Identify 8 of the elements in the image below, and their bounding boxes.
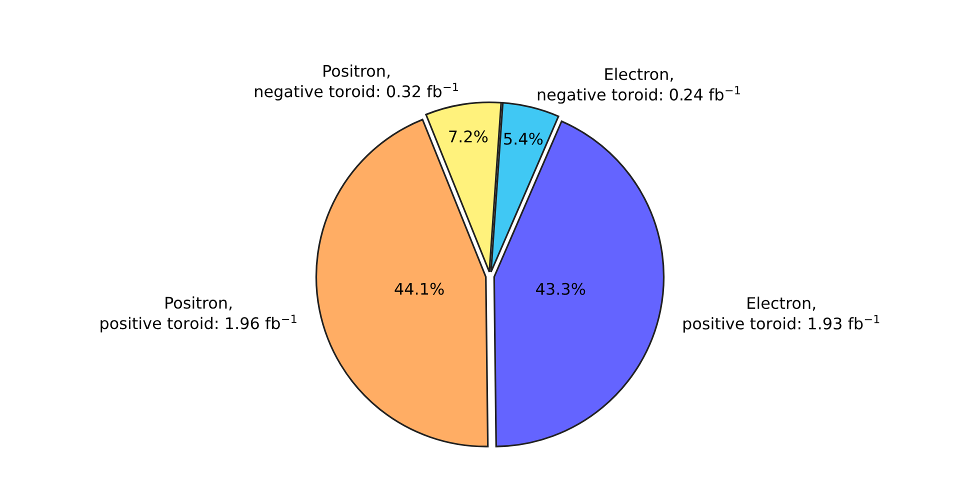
slice-label: Positron, negative toroid: 0.32 fb$^{−1}$ <box>255 64 458 100</box>
data-label: 7.2% <box>449 130 488 143</box>
slice-label: Electron, positive toroid: 1.93 fb$^{−1}$ <box>683 296 880 333</box>
data-label: 5.4% <box>504 132 543 145</box>
slice-label: Positron, positive toroid: 1.96 fb$^{−1}$ <box>100 296 296 332</box>
data-label: 44.1% <box>394 282 444 295</box>
slice-label: Electron, negative toroid: 0.24 fb$^{−1}$ <box>538 68 740 104</box>
data-label: 43.3% <box>536 282 586 295</box>
